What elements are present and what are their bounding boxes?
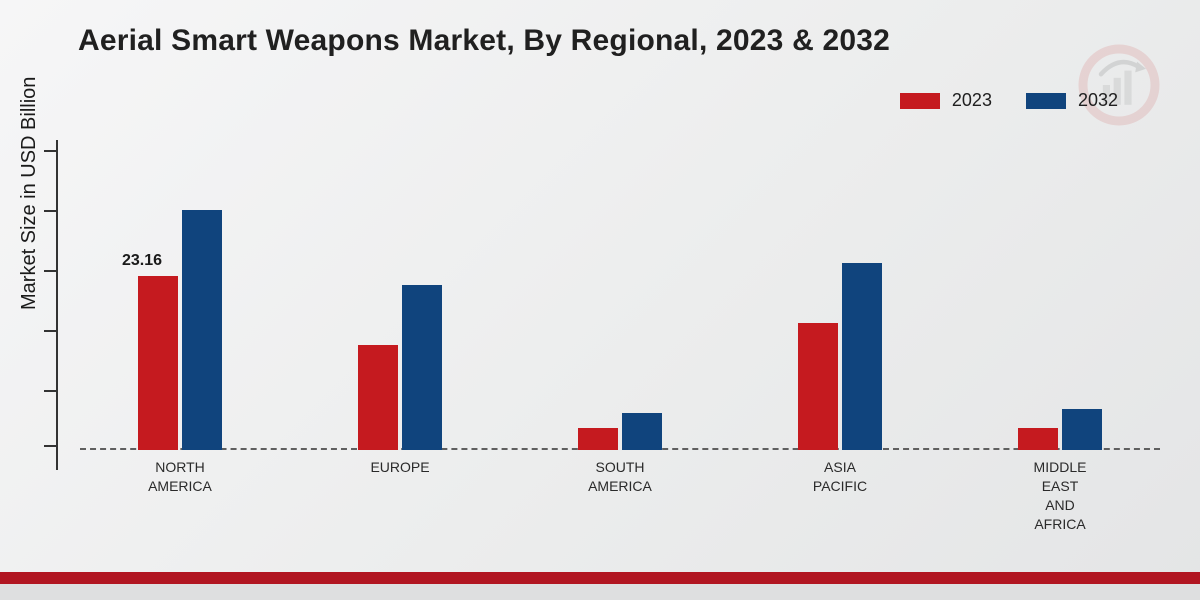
legend-swatch-2023 bbox=[900, 93, 940, 109]
plot-area: 23.16 bbox=[80, 150, 1160, 450]
x-label-mea: MIDDLE EAST AND AFRICA bbox=[990, 458, 1130, 534]
legend-label-2023: 2023 bbox=[952, 90, 992, 111]
legend-label-2032: 2032 bbox=[1078, 90, 1118, 111]
y-tick bbox=[44, 445, 56, 447]
y-tick bbox=[44, 210, 56, 212]
legend-swatch-2032 bbox=[1026, 93, 1066, 109]
watermark-logo bbox=[1074, 40, 1164, 130]
bar-2023-sa bbox=[578, 428, 618, 451]
x-label-na: NORTH AMERICA bbox=[110, 458, 250, 496]
bar-group-eu bbox=[340, 285, 460, 450]
bar-2023-mea bbox=[1018, 428, 1058, 451]
y-axis-line bbox=[56, 140, 58, 470]
legend-item-2023: 2023 bbox=[900, 90, 992, 111]
bar-2032-eu bbox=[402, 285, 442, 450]
bar-group-sa bbox=[560, 413, 680, 451]
bar-2023-ap bbox=[798, 323, 838, 451]
y-tick bbox=[44, 150, 56, 152]
bar-group-ap bbox=[780, 263, 900, 451]
bar-2032-mea bbox=[1062, 409, 1102, 450]
y-tick bbox=[44, 330, 56, 332]
y-tick bbox=[44, 390, 56, 392]
bar-2023-na bbox=[138, 276, 178, 450]
chart-page: Aerial Smart Weapons Market, By Regional… bbox=[0, 0, 1200, 600]
y-tick bbox=[44, 270, 56, 272]
bar-2032-na bbox=[182, 210, 222, 450]
value-label-na: 23.16 bbox=[122, 252, 162, 270]
bar-2032-ap bbox=[842, 263, 882, 451]
footer-accent-bar bbox=[0, 572, 1200, 584]
x-label-eu: EUROPE bbox=[330, 458, 470, 477]
bar-group-na bbox=[120, 210, 240, 450]
x-label-sa: SOUTH AMERICA bbox=[550, 458, 690, 496]
x-axis-labels: NORTH AMERICA EUROPE SOUTH AMERICA ASIA PAC… bbox=[80, 458, 1160, 548]
bar-2023-eu bbox=[358, 345, 398, 450]
bar-group-mea bbox=[1000, 409, 1120, 450]
bar-2032-sa bbox=[622, 413, 662, 451]
x-label-ap: ASIA PACIFIC bbox=[770, 458, 910, 496]
chart-title: Aerial Smart Weapons Market, By Regional… bbox=[78, 24, 890, 58]
footer-grey-bar bbox=[0, 584, 1200, 600]
legend-item-2032: 2032 bbox=[1026, 90, 1118, 111]
legend: 2023 2032 bbox=[900, 90, 1118, 111]
y-axis-label: Market Size in USD Billion bbox=[18, 77, 41, 310]
